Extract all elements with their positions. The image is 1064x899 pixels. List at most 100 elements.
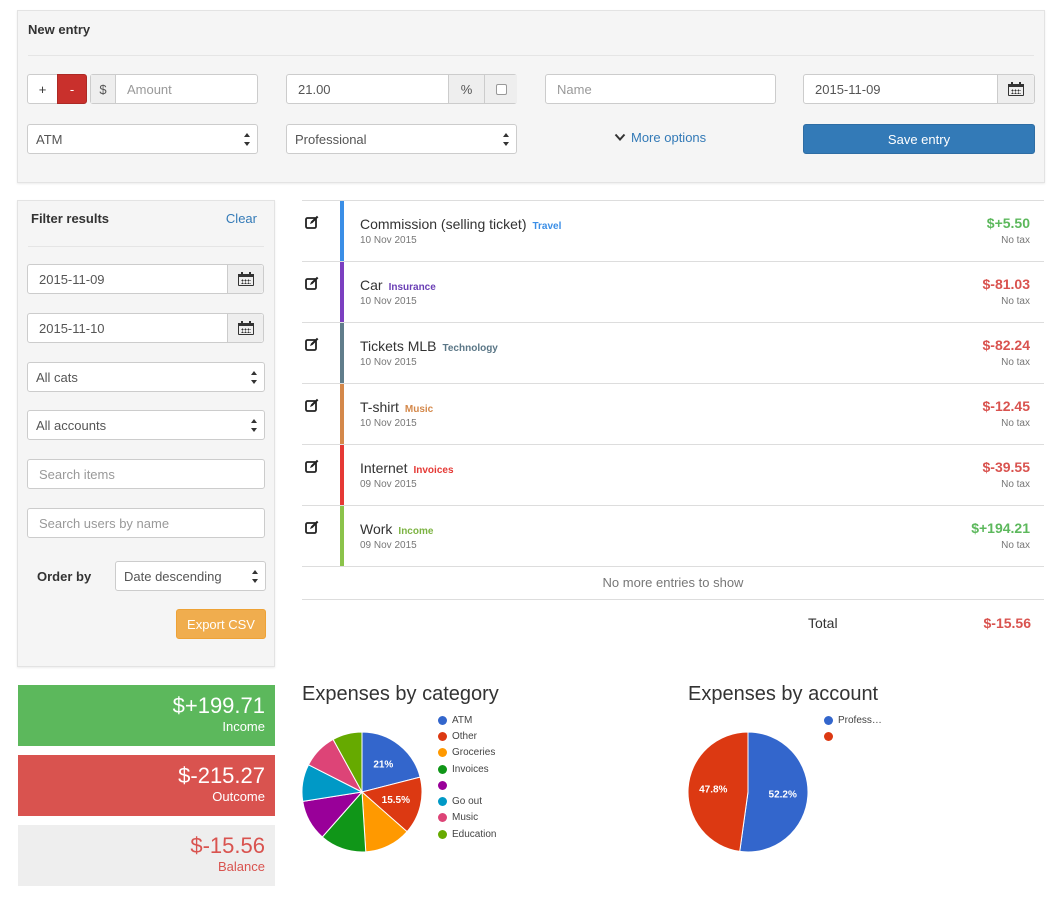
filter-account-select[interactable]: All accounts	[27, 410, 265, 440]
legend-color-dot	[438, 748, 447, 758]
clear-filters-link[interactable]: Clear	[225, 211, 257, 226]
legend-label: Invoices	[452, 763, 489, 775]
currency-addon: $	[91, 75, 116, 103]
edit-icon[interactable]	[305, 398, 319, 412]
list-divider	[302, 566, 1044, 567]
more-options-link[interactable]: More options	[614, 130, 706, 145]
entry-amount: $-39.55	[982, 459, 1030, 475]
expense-toggle-button[interactable]: -	[57, 74, 87, 104]
legend-item[interactable]: ATM	[438, 712, 496, 728]
entry-name: Work Income	[360, 521, 433, 537]
tax-input-group: %	[286, 74, 517, 104]
category-color-bar	[340, 445, 344, 505]
entry-amount: $+194.21	[971, 520, 1030, 536]
category-select[interactable]: Professional	[286, 124, 517, 154]
category-chart-legend: ATM Other Groceries Invoices Go out Music Educ…	[438, 712, 496, 842]
save-entry-button[interactable]: Save entry	[803, 124, 1035, 154]
pie-slice[interactable]	[360, 776, 423, 833]
entry-date: 10 Nov 2015	[360, 357, 417, 368]
income-value: $+199.71	[172, 693, 265, 718]
search-users-input[interactable]	[28, 509, 264, 537]
edit-icon[interactable]	[305, 276, 319, 290]
legend-item[interactable]: Invoices	[438, 761, 496, 777]
filter-date-from-input[interactable]	[28, 265, 228, 293]
tax-checkbox-addon[interactable]	[484, 75, 517, 103]
entry-date-input[interactable]	[804, 75, 999, 103]
entry-amount: $-81.03	[982, 276, 1030, 292]
entry-row[interactable]: Work Income 09 Nov 2015 $+194.21 No tax	[302, 505, 1044, 566]
pie-slice-label: 47.8%	[699, 785, 727, 796]
entry-category-tag: Music	[404, 404, 434, 415]
entry-name-text: T-shirt	[360, 399, 399, 415]
amount-input[interactable]	[115, 75, 257, 103]
order-by-label: Order by	[37, 569, 92, 584]
legend-color-dot	[824, 731, 833, 741]
category-pie-chart: 21% 15.5%	[301, 731, 423, 853]
entry-category-tag: Insurance	[388, 282, 436, 293]
search-users-field[interactable]	[27, 508, 265, 538]
legend-item[interactable]: Go out	[438, 793, 496, 809]
legend-item[interactable]: Groceries	[438, 745, 496, 761]
entry-name-text: Internet	[360, 460, 408, 476]
legend-item[interactable]: Other	[438, 728, 496, 744]
edit-icon[interactable]	[305, 337, 319, 351]
edit-icon[interactable]	[305, 520, 319, 534]
search-items-field[interactable]	[27, 459, 265, 489]
entry-category-tag: Income	[398, 526, 434, 537]
income-toggle-button[interactable]: +	[27, 74, 58, 104]
date-from-picker-button[interactable]	[227, 265, 263, 293]
pie-slice[interactable]	[361, 731, 421, 793]
divider	[28, 55, 1034, 56]
legend-item[interactable]: Music	[438, 810, 496, 826]
amount-input-group: $	[90, 74, 258, 104]
legend-item[interactable]	[438, 777, 496, 793]
account-select[interactable]: ATM	[27, 124, 258, 154]
calendar-icon	[1008, 82, 1024, 96]
outcome-value: $-215.27	[178, 763, 265, 788]
entry-row[interactable]: Internet Invoices 09 Nov 2015 $-39.55 No tax	[302, 444, 1044, 505]
pie-slice-label: 15.5%	[382, 795, 410, 806]
search-items-input[interactable]	[28, 460, 264, 488]
pie-slice[interactable]	[332, 731, 363, 793]
legend-color-dot	[438, 731, 447, 741]
outcome-summary: $-215.27 Outcome	[18, 755, 275, 816]
legend-label: Groceries	[452, 747, 496, 759]
legend-color-dot	[438, 829, 447, 839]
new-entry-title: New entry	[28, 22, 91, 37]
category-color-bar	[340, 506, 344, 566]
order-by-value: Date descending	[124, 568, 222, 584]
legend-label: Profess…	[838, 714, 882, 726]
order-by-select[interactable]: Date descending	[115, 561, 266, 591]
legend-item[interactable]: Education	[438, 826, 496, 842]
filter-date-to-input[interactable]	[28, 314, 228, 342]
entry-name: Commission (selling ticket) Travel	[360, 216, 561, 232]
account-chart-title: Expenses by account	[688, 683, 879, 705]
percent-addon: %	[448, 75, 484, 103]
outcome-label: Outcome	[212, 789, 265, 804]
entry-row[interactable]: Commission (selling ticket) Travel 10 Nov …	[302, 200, 1044, 261]
tax-input[interactable]	[287, 75, 447, 103]
category-color-bar	[340, 262, 344, 322]
calendar-icon	[237, 272, 254, 286]
export-csv-button[interactable]: Export CSV	[176, 609, 266, 639]
pie-slice[interactable]	[739, 731, 809, 853]
name-input[interactable]	[546, 75, 775, 103]
filter-category-select[interactable]: All cats	[27, 362, 265, 392]
entry-row[interactable]: Tickets MLB Technology 10 Nov 2015 $-82.24 N…	[302, 322, 1044, 383]
entry-row[interactable]: T-shirt Music 10 Nov 2015 $-12.45 No tax	[302, 383, 1044, 444]
entry-date-picker-button[interactable]	[997, 75, 1034, 103]
legend-item[interactable]	[824, 728, 882, 744]
edit-icon[interactable]	[305, 459, 319, 473]
tax-checkbox[interactable]	[495, 83, 507, 95]
legend-color-dot	[438, 813, 447, 823]
pie-slice-label: 52.2%	[769, 789, 797, 800]
entry-row[interactable]: Car Insurance 10 Nov 2015 $-81.03 No tax	[302, 261, 1044, 322]
edit-icon[interactable]	[305, 215, 319, 229]
entry-date: 10 Nov 2015	[360, 418, 417, 429]
entry-name-text: Work	[360, 521, 393, 537]
legend-item[interactable]: Profess…	[824, 712, 882, 728]
name-field[interactable]	[545, 74, 776, 104]
account-select-value: ATM	[36, 131, 63, 147]
pie-slice[interactable]	[687, 731, 749, 852]
date-to-picker-button[interactable]	[227, 314, 263, 342]
